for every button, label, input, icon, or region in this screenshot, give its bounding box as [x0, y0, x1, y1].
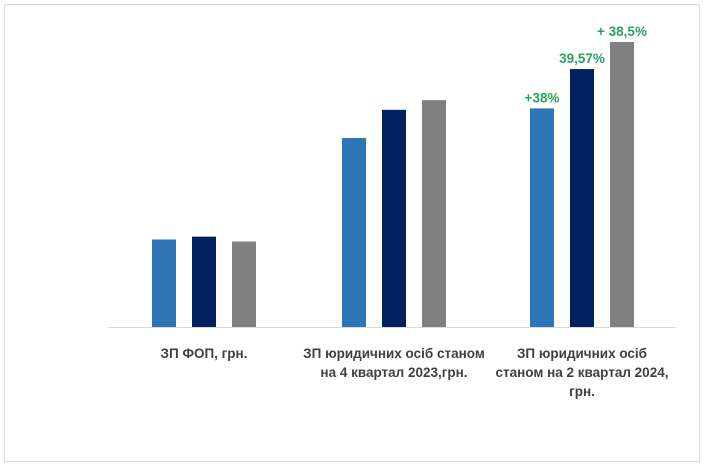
data-label-series-1: +38%	[525, 90, 560, 105]
x-tick-label-2-line-2: на 4 квартал 2023,грн.	[320, 365, 467, 380]
data-label-series-3: + 38,5%	[597, 24, 647, 39]
bar-series-1-cat2	[342, 138, 366, 327]
bar-series-3-cat3	[610, 42, 634, 327]
x-tick-label-1-line-1: ЗП ФОП, грн.	[161, 346, 248, 361]
bar-series-1-cat3	[530, 108, 554, 327]
bar-series-1-cat1	[152, 239, 176, 327]
x-tick-label-2-line-1: ЗП юридичних осіб станом	[303, 346, 485, 361]
x-tick-label-3-line-3: грн.	[569, 384, 595, 399]
x-tick-label-3-line-1: ЗП юридичних осіб	[517, 346, 647, 361]
bar-series-3-cat2	[422, 100, 446, 327]
bar-series-2-cat3	[570, 69, 594, 327]
bar-series-2-cat2	[382, 109, 406, 327]
bar-series-2-cat1	[192, 236, 216, 327]
bar-series-3-cat1	[232, 241, 256, 327]
data-label-series-2: 39,57%	[559, 51, 605, 66]
x-tick-label-3-line-2: станом на 2 квартал 2024,	[496, 365, 669, 380]
